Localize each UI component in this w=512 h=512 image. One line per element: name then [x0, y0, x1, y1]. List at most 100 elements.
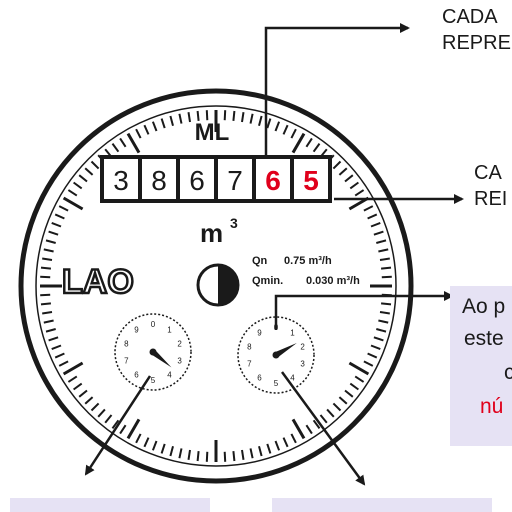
dial-tick — [363, 205, 374, 212]
dial-tick — [367, 352, 378, 359]
meter-brand-label: ML — [195, 119, 230, 146]
dial-tick — [312, 143, 321, 153]
dial-tick — [51, 221, 62, 228]
unit-base: m — [200, 218, 223, 248]
dial-tick — [232, 110, 236, 122]
dial-tick — [274, 440, 281, 451]
callout-box-line2: este — [464, 327, 504, 350]
dial-tick — [241, 449, 245, 460]
dial-tick — [274, 121, 281, 132]
dial-tick — [326, 408, 335, 418]
meter-logo: LAO — [62, 263, 134, 301]
dial-tick — [126, 418, 141, 440]
counter-digit-cell — [142, 159, 176, 199]
dial-tick — [232, 450, 236, 462]
dial-tick — [381, 275, 392, 279]
callout-box: Ao p este c nú — [450, 286, 512, 446]
counter-digit-cell — [104, 159, 138, 199]
dial-tick — [344, 174, 354, 183]
dial-tick — [344, 389, 354, 398]
callout-arrow-bottom-left — [84, 375, 152, 476]
dial-tick — [143, 124, 150, 135]
counter-unit: m — [200, 218, 223, 248]
counter-digit: 6 — [189, 165, 205, 196]
subdial-number: 4 — [167, 371, 172, 380]
dial-tick — [187, 112, 191, 123]
dial-tick — [338, 167, 348, 176]
dial-tick — [379, 311, 390, 315]
callout-box-line4: nú — [480, 395, 504, 418]
dial-tick — [266, 118, 272, 129]
callout-box-line3: c — [504, 361, 512, 384]
dial-tick — [332, 160, 342, 170]
callout-top-line2: REPRE — [442, 32, 511, 54]
dial-tick — [54, 352, 65, 359]
dial-tick — [104, 414, 113, 424]
counter-digit-cell — [218, 159, 252, 199]
dial-tick — [48, 230, 59, 236]
dial-tick — [58, 205, 69, 212]
dial-tick — [305, 137, 313, 148]
callout-text-mid: CA REI — [474, 160, 512, 220]
dial-tick — [40, 293, 51, 297]
qmin-value: 0.030 m³/h — [306, 275, 360, 287]
subdial-number: 4 — [290, 374, 295, 383]
dial-tick — [97, 408, 106, 418]
dial-tick — [196, 110, 200, 122]
dial-tick — [169, 115, 174, 126]
qn-value: 0.75 m³/h — [284, 255, 332, 267]
bottom-label-band-left — [10, 498, 210, 512]
dial-tick — [332, 402, 342, 412]
dial-tick — [241, 112, 245, 123]
dial-tick — [43, 248, 54, 253]
subdial-number: 6 — [134, 371, 139, 380]
dial-tick — [223, 451, 227, 462]
subdial-needle — [274, 343, 297, 358]
dial-tick — [45, 328, 56, 333]
dial-tick — [126, 132, 141, 154]
subdial-number: 8 — [124, 339, 129, 348]
dial-tick — [48, 336, 59, 342]
dial-tick — [73, 382, 83, 391]
dial-tick — [187, 449, 191, 460]
counter-digit: 3 — [113, 165, 129, 196]
counter-digit-cell — [294, 159, 328, 199]
dial-tick — [90, 160, 100, 170]
callout-mid-line2: REI — [474, 188, 508, 210]
counter-unit-exponent: 3 — [230, 215, 238, 231]
subdial-number: 3 — [300, 360, 305, 369]
dial-tick — [40, 275, 51, 279]
dial-tick — [348, 361, 370, 376]
counter-window — [100, 155, 332, 203]
counter-digit: 6 — [265, 165, 281, 196]
subdial-number: 1 — [167, 325, 172, 334]
subdial-number: 9 — [134, 325, 139, 334]
dial-tick — [119, 424, 127, 435]
dial-tick — [40, 302, 52, 306]
dial-tick — [370, 344, 381, 351]
dial-tick — [291, 418, 306, 440]
dial-tick — [370, 221, 381, 228]
callout-top-line1: CADA — [442, 6, 498, 28]
subdial-number: 5 — [151, 376, 156, 385]
qn-label: Qn — [252, 255, 268, 267]
subdial-number: 5 — [274, 379, 279, 388]
bottom-label-band-right — [272, 498, 492, 512]
dial-tick — [62, 361, 84, 376]
dial-tick — [111, 143, 120, 153]
dial-tick — [282, 437, 289, 448]
dial-tick — [205, 110, 209, 121]
counter-digit: 7 — [227, 165, 243, 196]
dial-tick — [78, 174, 88, 183]
flow-indicator-icon — [196, 263, 240, 307]
dial-tick — [249, 113, 254, 124]
callout-box-line1: Ao p — [462, 295, 506, 318]
dial-tick — [40, 266, 52, 270]
dial-tick — [90, 402, 100, 412]
dial-tick — [249, 448, 254, 459]
dial-tick — [135, 433, 142, 444]
subdial-number: 8 — [247, 342, 252, 351]
dial-tick — [349, 181, 359, 190]
dial-tick — [338, 396, 348, 405]
